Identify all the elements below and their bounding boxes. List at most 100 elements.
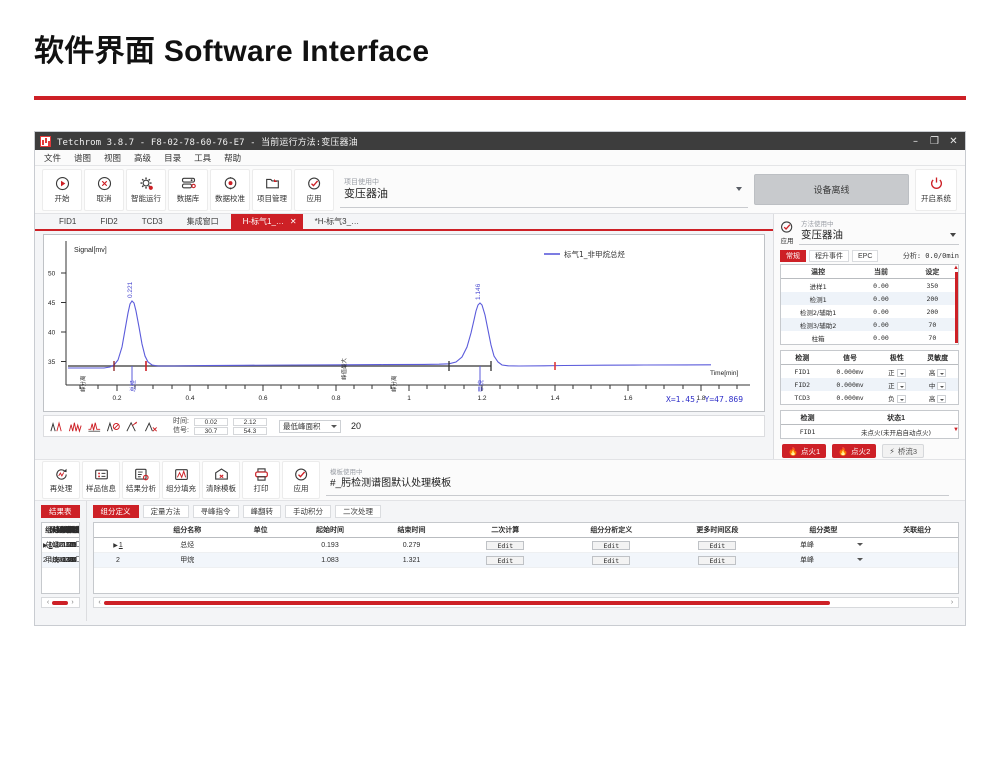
start-button[interactable]: 开始	[42, 168, 82, 211]
chromatogram-plot[interactable]: Signal[mv] 35 40 45 50 0.2 0.4 0.6	[43, 234, 765, 412]
apply-project-button[interactable]: 应用	[294, 168, 334, 211]
tab-close-icon[interactable]: ✕	[289, 217, 297, 226]
table-row[interactable]: ▶1 总烃 0.221 10.1655 10.1655 0.050377 323…	[42, 537, 79, 553]
print-button[interactable]: 打印	[242, 461, 280, 499]
ignite-2-button[interactable]: 🔥 点火2	[832, 444, 877, 458]
chevron-down-icon[interactable]	[736, 186, 742, 191]
menu-item-tools[interactable]: 工具	[194, 152, 212, 163]
comp-row-0-def-edit[interactable]: Edit	[592, 540, 631, 550]
tab-ramp-events[interactable]: 程升事件	[809, 250, 849, 262]
tab-peak-flip[interactable]: 峰翻转	[242, 505, 281, 518]
tab-peak-find-command[interactable]: 寻峰指令	[192, 505, 239, 518]
peak-multi-icon[interactable]	[67, 418, 84, 435]
apply-method-button[interactable]: 应用	[780, 220, 794, 245]
tab-fid2[interactable]: FID2	[100, 217, 118, 226]
scroll-left-icon[interactable]: ‹	[98, 599, 101, 606]
polarity-dropdown-icon[interactable]	[896, 394, 906, 403]
comp-row-1-def-edit[interactable]: Edit	[592, 555, 631, 565]
comp-row-0-type-dropdown-icon[interactable]	[857, 543, 864, 547]
table-row[interactable]: 检测3/辅助2 0.00 70	[781, 318, 958, 331]
start-system-button[interactable]: 开启系统	[915, 168, 957, 211]
peak-reject-icon[interactable]	[105, 418, 122, 435]
ignite-1-button[interactable]: 🔥 点火1	[782, 444, 827, 458]
min-peak-area-select[interactable]: 最低峰面积	[278, 419, 341, 433]
tab-fid1[interactable]: FID1	[59, 217, 77, 226]
table-row[interactable]: 柱箱 0.00 70	[781, 331, 958, 344]
apply-template-button[interactable]: 应用	[282, 461, 320, 499]
table-row[interactable]: 进样1 0.00 350	[781, 279, 958, 293]
restore-icon[interactable]: ❐	[930, 135, 939, 147]
temp-row-0-setpoint[interactable]: 350	[926, 281, 939, 290]
table-row[interactable]: ▶1 总烃 0.193 0.279 Edit Edit Edit 单峰	[93, 537, 958, 553]
signal-end-value[interactable]: 54.3	[232, 426, 267, 435]
scroll-thumb[interactable]	[103, 600, 830, 605]
table-row[interactable]: FID1 0.000mv 正 高	[781, 365, 958, 379]
tab-quant-method[interactable]: 定量方法	[142, 505, 189, 518]
cancel-button[interactable]: 取消	[84, 168, 124, 211]
menu-item-advanced[interactable]: 高级	[134, 152, 152, 163]
temp-row-4-setpoint[interactable]: 70	[928, 333, 937, 342]
tab-integration-window[interactable]: 集成窗口	[186, 217, 219, 226]
comp-row-0-more-edit[interactable]: Edit	[698, 540, 737, 550]
peak-two-icon[interactable]	[48, 418, 65, 435]
chevron-down-icon[interactable]	[950, 232, 956, 237]
result-hscrollbar[interactable]: ‹ ›	[41, 597, 80, 608]
sensitivity-dropdown-icon[interactable]	[937, 381, 947, 390]
sensitivity-dropdown-icon[interactable]	[937, 394, 947, 403]
template-selector[interactable]: 模板使用中 #_肟检测谱图默认处理模板	[326, 464, 949, 496]
scroll-up-icon[interactable]: ▲	[953, 265, 959, 271]
scroll-down-icon[interactable]: ▼	[953, 427, 959, 433]
comp-row-1-type-dropdown-icon[interactable]	[857, 558, 864, 562]
table-row[interactable]: FID1 未点火(未开启自动点火)	[781, 425, 958, 439]
device-status-button[interactable]: 设备离线	[754, 174, 909, 205]
sensitivity-dropdown-icon[interactable]	[937, 368, 947, 377]
smart-run-button[interactable]: 智能运行	[126, 168, 166, 211]
component-fill-button[interactable]: 组分填充	[162, 461, 200, 499]
table-row[interactable]: TCD3 0.000mv 负 高	[781, 391, 958, 404]
tab-h-biaoqi1[interactable]: H-标气1_… ✕	[230, 214, 303, 229]
signal-start-value[interactable]: 30.7	[193, 426, 228, 435]
component-grid[interactable]: 组分名称 单位 起始时间 结束时间 二次计算 组分分析定义 更多时间区段 组分类…	[92, 522, 959, 594]
scroll-track[interactable]	[52, 600, 69, 605]
tab-h-biaoqi3[interactable]: *H-标气3_…	[314, 217, 360, 226]
scroll-right-icon[interactable]: ›	[71, 599, 74, 606]
method-scrollbar[interactable]: ▲	[953, 265, 959, 344]
tab-result-table[interactable]: 结果表	[41, 505, 80, 518]
peak-skim-icon[interactable]	[143, 418, 160, 435]
comp-row-0-calc-edit[interactable]: Edit	[486, 540, 525, 550]
menu-item-file[interactable]: 文件	[44, 152, 62, 163]
project-selector[interactable]: 项目使用中 变压器油	[340, 172, 748, 208]
min-peak-area-value[interactable]: 20	[350, 421, 361, 431]
method-select[interactable]: 方法使用中 变压器油	[799, 221, 959, 245]
polarity-dropdown-icon[interactable]	[896, 368, 906, 377]
result-grid[interactable]: 组分名称 保留时间 结果浓度 标定浓度 单位 校准因子 峰面积 峰高 半高峰宽 …	[41, 522, 80, 594]
comp-row-1-more-edit[interactable]: Edit	[698, 555, 737, 565]
peak-wave-icon[interactable]	[86, 418, 103, 435]
time-start-value[interactable]: 0.02	[193, 417, 228, 426]
table-row[interactable]: 2 甲烷 1.083 1.321 Edit Edit Edit 单峰	[93, 552, 958, 568]
time-end-value[interactable]: 2.12	[232, 417, 267, 426]
peak-tangent-icon[interactable]	[124, 418, 141, 435]
tab-epc[interactable]: EPC	[852, 250, 879, 262]
scroll-right-icon[interactable]: ›	[950, 599, 954, 606]
table-row[interactable]: 2 甲烷 1.146 8.3234 8.3234 0.007849 30424 …	[42, 552, 79, 568]
menu-item-chart[interactable]: 谱图	[74, 152, 92, 163]
table-row[interactable]: 检测2/辅助1 0.00 200	[781, 305, 958, 318]
scroll-thumb[interactable]	[52, 600, 69, 605]
menu-item-catalog[interactable]: 目录	[164, 152, 182, 163]
status-scrollbar[interactable]: ▼	[953, 411, 959, 438]
temp-row-1-setpoint[interactable]: 200	[906, 292, 958, 305]
menu-item-view[interactable]: 视图	[104, 152, 122, 163]
tab-manual-integration[interactable]: 手动积分	[285, 505, 331, 518]
scroll-left-icon[interactable]: ‹	[46, 599, 50, 606]
tab-tcd3[interactable]: TCD3	[141, 217, 163, 226]
clear-template-button[interactable]: 清除模板	[202, 461, 240, 499]
database-button[interactable]: 数据库	[168, 168, 208, 211]
menu-item-help[interactable]: 帮助	[224, 152, 242, 163]
calibration-button[interactable]: 数据校准	[210, 168, 250, 211]
res-row-0-istd-checkbox[interactable]	[76, 541, 79, 547]
tab-secondary-processing[interactable]: 二次处理	[335, 505, 381, 518]
table-row[interactable]: 检测1 0.00 200	[781, 292, 958, 305]
result-analysis-button[interactable]: 结果分析	[122, 461, 160, 499]
reprocess-button[interactable]: 再处理	[42, 461, 80, 499]
